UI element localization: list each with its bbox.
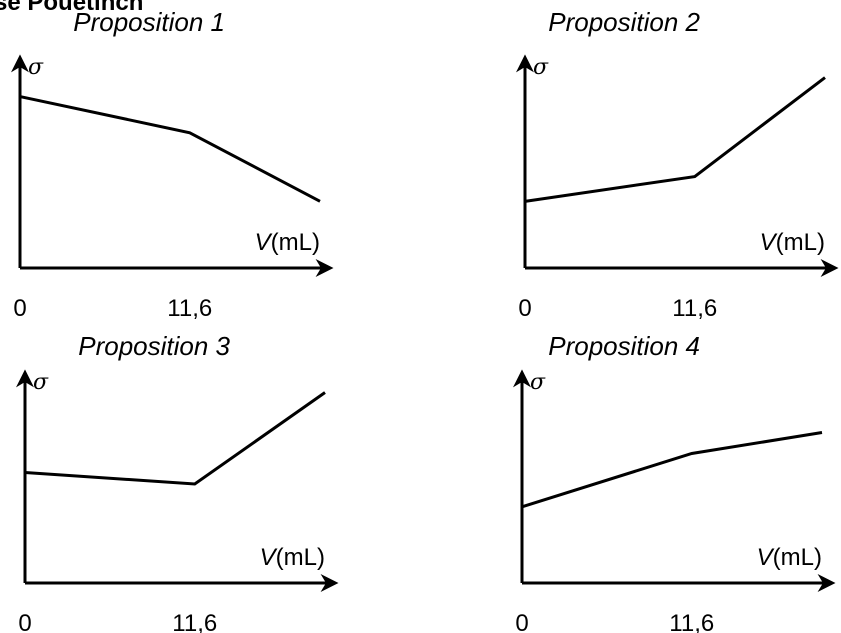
- x-tick-label: 11,6: [669, 610, 714, 633]
- x-axis-label-unit: (mL): [271, 229, 320, 256]
- x-axis-label-var: V: [255, 229, 273, 256]
- x-tick-label: 0: [515, 610, 528, 633]
- chart-panel-4: Proposition 4σ V(mL) 0 11,6: [513, 331, 836, 633]
- series-line: [24, 391, 326, 486]
- x-axis-label: V(mL): [757, 544, 822, 571]
- x-axis-label: V(mL): [255, 229, 320, 256]
- x-axis-label-unit: (mL): [276, 544, 325, 571]
- x-tick-label: 0: [518, 295, 531, 322]
- chart-title: Proposition 2: [548, 7, 700, 37]
- chart-panel-3: Proposition 3 σ V(mL) 0 11,6: [16, 331, 339, 633]
- x-axis-label-unit: (mL): [776, 229, 825, 256]
- x-tick-label: 0: [18, 610, 31, 633]
- x-axis-label-var: V: [260, 544, 278, 571]
- y-axis-label: σ: [533, 55, 549, 80]
- x-tick-label: 11,6: [172, 610, 217, 633]
- x-axis-label-var: V: [757, 544, 775, 571]
- chart-title: Proposition 4: [548, 331, 700, 361]
- series-line: [524, 76, 826, 203]
- y-axis-label: σ: [33, 370, 49, 395]
- x-axis-label-unit: (mL): [773, 544, 822, 571]
- x-tick-label: 0: [13, 295, 26, 322]
- header-fragment: se Pouétinch: [0, 0, 143, 16]
- chart-title: Proposition 1: [73, 7, 225, 37]
- series-line: [19, 95, 321, 203]
- x-axis-label-var: V: [760, 229, 778, 256]
- x-axis-label: V(mL): [760, 229, 825, 256]
- y-axis-label: σ: [530, 370, 546, 395]
- series-line: [521, 431, 823, 509]
- chart-title: Proposition 3: [78, 331, 230, 361]
- x-tick-label: 11,6: [672, 295, 717, 322]
- x-axis-label: V(mL): [260, 544, 325, 571]
- y-axis-label: σ: [28, 55, 44, 80]
- chart-panel-2: Proposition 2 σ V(mL) 0 11,6: [516, 7, 839, 322]
- chart-panel-1: Proposition 1 σ V(mL) 0 11,6: [11, 7, 334, 322]
- x-tick-label: 11,6: [167, 295, 212, 322]
